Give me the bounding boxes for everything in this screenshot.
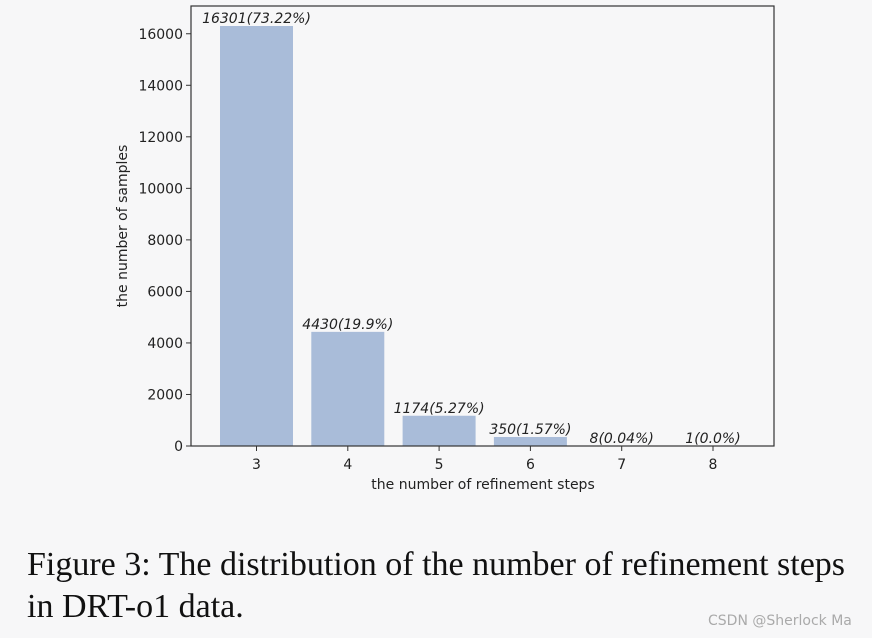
y-tick-label-10000: 10000 bbox=[138, 181, 183, 197]
x-tick-label-8: 8 bbox=[709, 457, 718, 473]
data-label-6: 350(1.57%) bbox=[489, 422, 571, 438]
bar-5 bbox=[402, 415, 476, 446]
data-label-4: 4430(19.9%) bbox=[302, 317, 393, 333]
y-tick-label-0: 0 bbox=[174, 439, 183, 455]
y-tick-label-4000: 4000 bbox=[147, 336, 183, 352]
x-tick-label-7: 7 bbox=[617, 457, 626, 473]
data-label-5: 1174(5.27%) bbox=[394, 401, 485, 417]
plot-frame bbox=[190, 5, 775, 447]
y-tick-label-16000: 16000 bbox=[138, 27, 183, 43]
x-axis-ticks: 3 4 5 6 7 8 bbox=[252, 446, 717, 473]
bar-4 bbox=[311, 331, 385, 446]
x-tick-label-4: 4 bbox=[343, 457, 352, 473]
y-axis-ticks: 0 2000 4000 6000 8000 10000 12000 14000 16000 bbox=[138, 27, 191, 455]
bar-3 bbox=[220, 26, 293, 446]
data-labels-group: 16301(73.22%) 4430(19.9%) 1174(5.27%)350(1… bbox=[202, 11, 741, 447]
y-tick-label-12000: 12000 bbox=[138, 130, 183, 146]
y-tick-label-6000: 6000 bbox=[147, 284, 183, 300]
data-label-3: 16301(73.22%) bbox=[202, 11, 311, 27]
bar-chart: 16301(73.22%) 4430(19.9%) 1174(5.27%)350(1… bbox=[115, 5, 775, 493]
y-axis-label: the number of samples bbox=[115, 145, 131, 308]
x-tick-label-3: 3 bbox=[252, 457, 261, 473]
bars-group bbox=[220, 26, 750, 446]
watermark: CSDN @Sherlock Ma bbox=[708, 613, 852, 629]
y-tick-label-14000: 14000 bbox=[138, 78, 183, 94]
x-axis-label: the number of refinement steps bbox=[371, 477, 594, 493]
y-tick-label-8000: 8000 bbox=[147, 233, 183, 249]
figure-caption: Figure 3: The distribution of the number… bbox=[27, 546, 846, 625]
y-tick-label-2000: 2000 bbox=[147, 387, 183, 403]
data-label-8: 1(0.0%) bbox=[685, 431, 740, 447]
x-tick-label-5: 5 bbox=[435, 457, 444, 473]
data-label-7: 8(0.04%) bbox=[590, 431, 654, 447]
x-tick-label-6: 6 bbox=[526, 457, 535, 473]
bar-6 bbox=[493, 436, 567, 446]
